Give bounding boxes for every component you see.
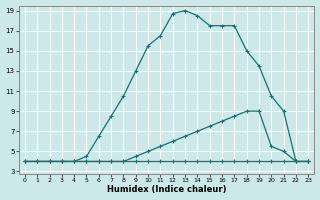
X-axis label: Humidex (Indice chaleur): Humidex (Indice chaleur)	[107, 185, 226, 194]
